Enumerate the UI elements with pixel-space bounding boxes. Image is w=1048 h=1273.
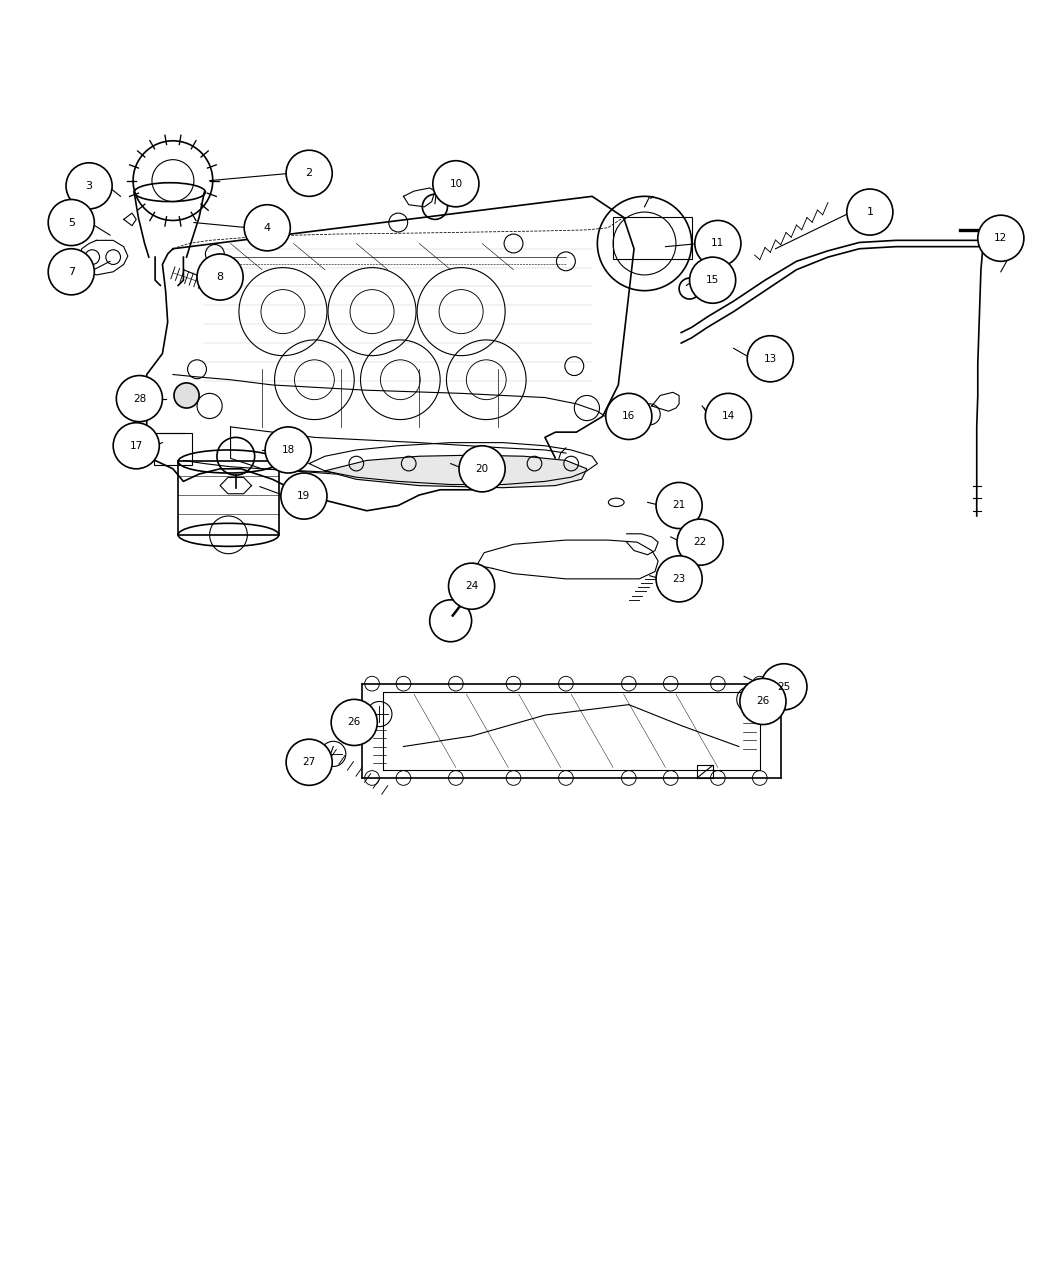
- Text: 19: 19: [298, 491, 310, 502]
- Text: 16: 16: [623, 411, 635, 421]
- Bar: [613, 218, 692, 260]
- Circle shape: [113, 423, 159, 468]
- Circle shape: [331, 699, 377, 746]
- Text: 5: 5: [68, 218, 74, 228]
- Circle shape: [265, 426, 311, 474]
- Circle shape: [449, 563, 495, 610]
- Text: 24: 24: [465, 582, 478, 591]
- Circle shape: [66, 163, 112, 209]
- Text: 3: 3: [86, 181, 92, 191]
- Text: 1: 1: [867, 207, 873, 218]
- Circle shape: [244, 205, 290, 251]
- Circle shape: [48, 248, 94, 295]
- Circle shape: [705, 393, 751, 439]
- Polygon shape: [325, 456, 587, 488]
- Text: 27: 27: [303, 757, 315, 768]
- Text: 13: 13: [764, 354, 777, 364]
- Circle shape: [286, 150, 332, 196]
- Text: 4: 4: [264, 223, 270, 233]
- Circle shape: [847, 188, 893, 236]
- Text: 28: 28: [133, 393, 146, 404]
- Circle shape: [677, 519, 723, 565]
- Circle shape: [116, 376, 162, 421]
- Circle shape: [459, 446, 505, 491]
- Circle shape: [740, 679, 786, 724]
- Circle shape: [690, 257, 736, 303]
- Circle shape: [656, 556, 702, 602]
- Text: 8: 8: [217, 272, 223, 283]
- Circle shape: [747, 336, 793, 382]
- Bar: [178, 462, 279, 535]
- Circle shape: [433, 160, 479, 206]
- Circle shape: [606, 393, 652, 439]
- Circle shape: [761, 663, 807, 710]
- Text: 18: 18: [282, 446, 294, 454]
- Circle shape: [197, 255, 243, 300]
- Circle shape: [281, 474, 327, 519]
- Circle shape: [656, 482, 702, 528]
- Text: 10: 10: [450, 178, 462, 188]
- Circle shape: [48, 200, 94, 246]
- Circle shape: [978, 215, 1024, 261]
- Text: 22: 22: [694, 537, 706, 547]
- Text: 17: 17: [130, 440, 143, 451]
- Text: 21: 21: [673, 500, 685, 510]
- Text: 26: 26: [348, 718, 361, 727]
- Circle shape: [286, 740, 332, 785]
- Text: 26: 26: [757, 696, 769, 707]
- Text: 23: 23: [673, 574, 685, 584]
- Circle shape: [695, 220, 741, 266]
- Text: 2: 2: [306, 168, 312, 178]
- Text: 15: 15: [706, 275, 719, 285]
- Text: 20: 20: [476, 463, 488, 474]
- Text: 7: 7: [68, 267, 74, 276]
- Circle shape: [174, 383, 199, 409]
- Text: 11: 11: [712, 238, 724, 248]
- Text: 14: 14: [722, 411, 735, 421]
- Bar: [154, 433, 192, 465]
- Text: 12: 12: [995, 233, 1007, 243]
- Text: 25: 25: [778, 682, 790, 691]
